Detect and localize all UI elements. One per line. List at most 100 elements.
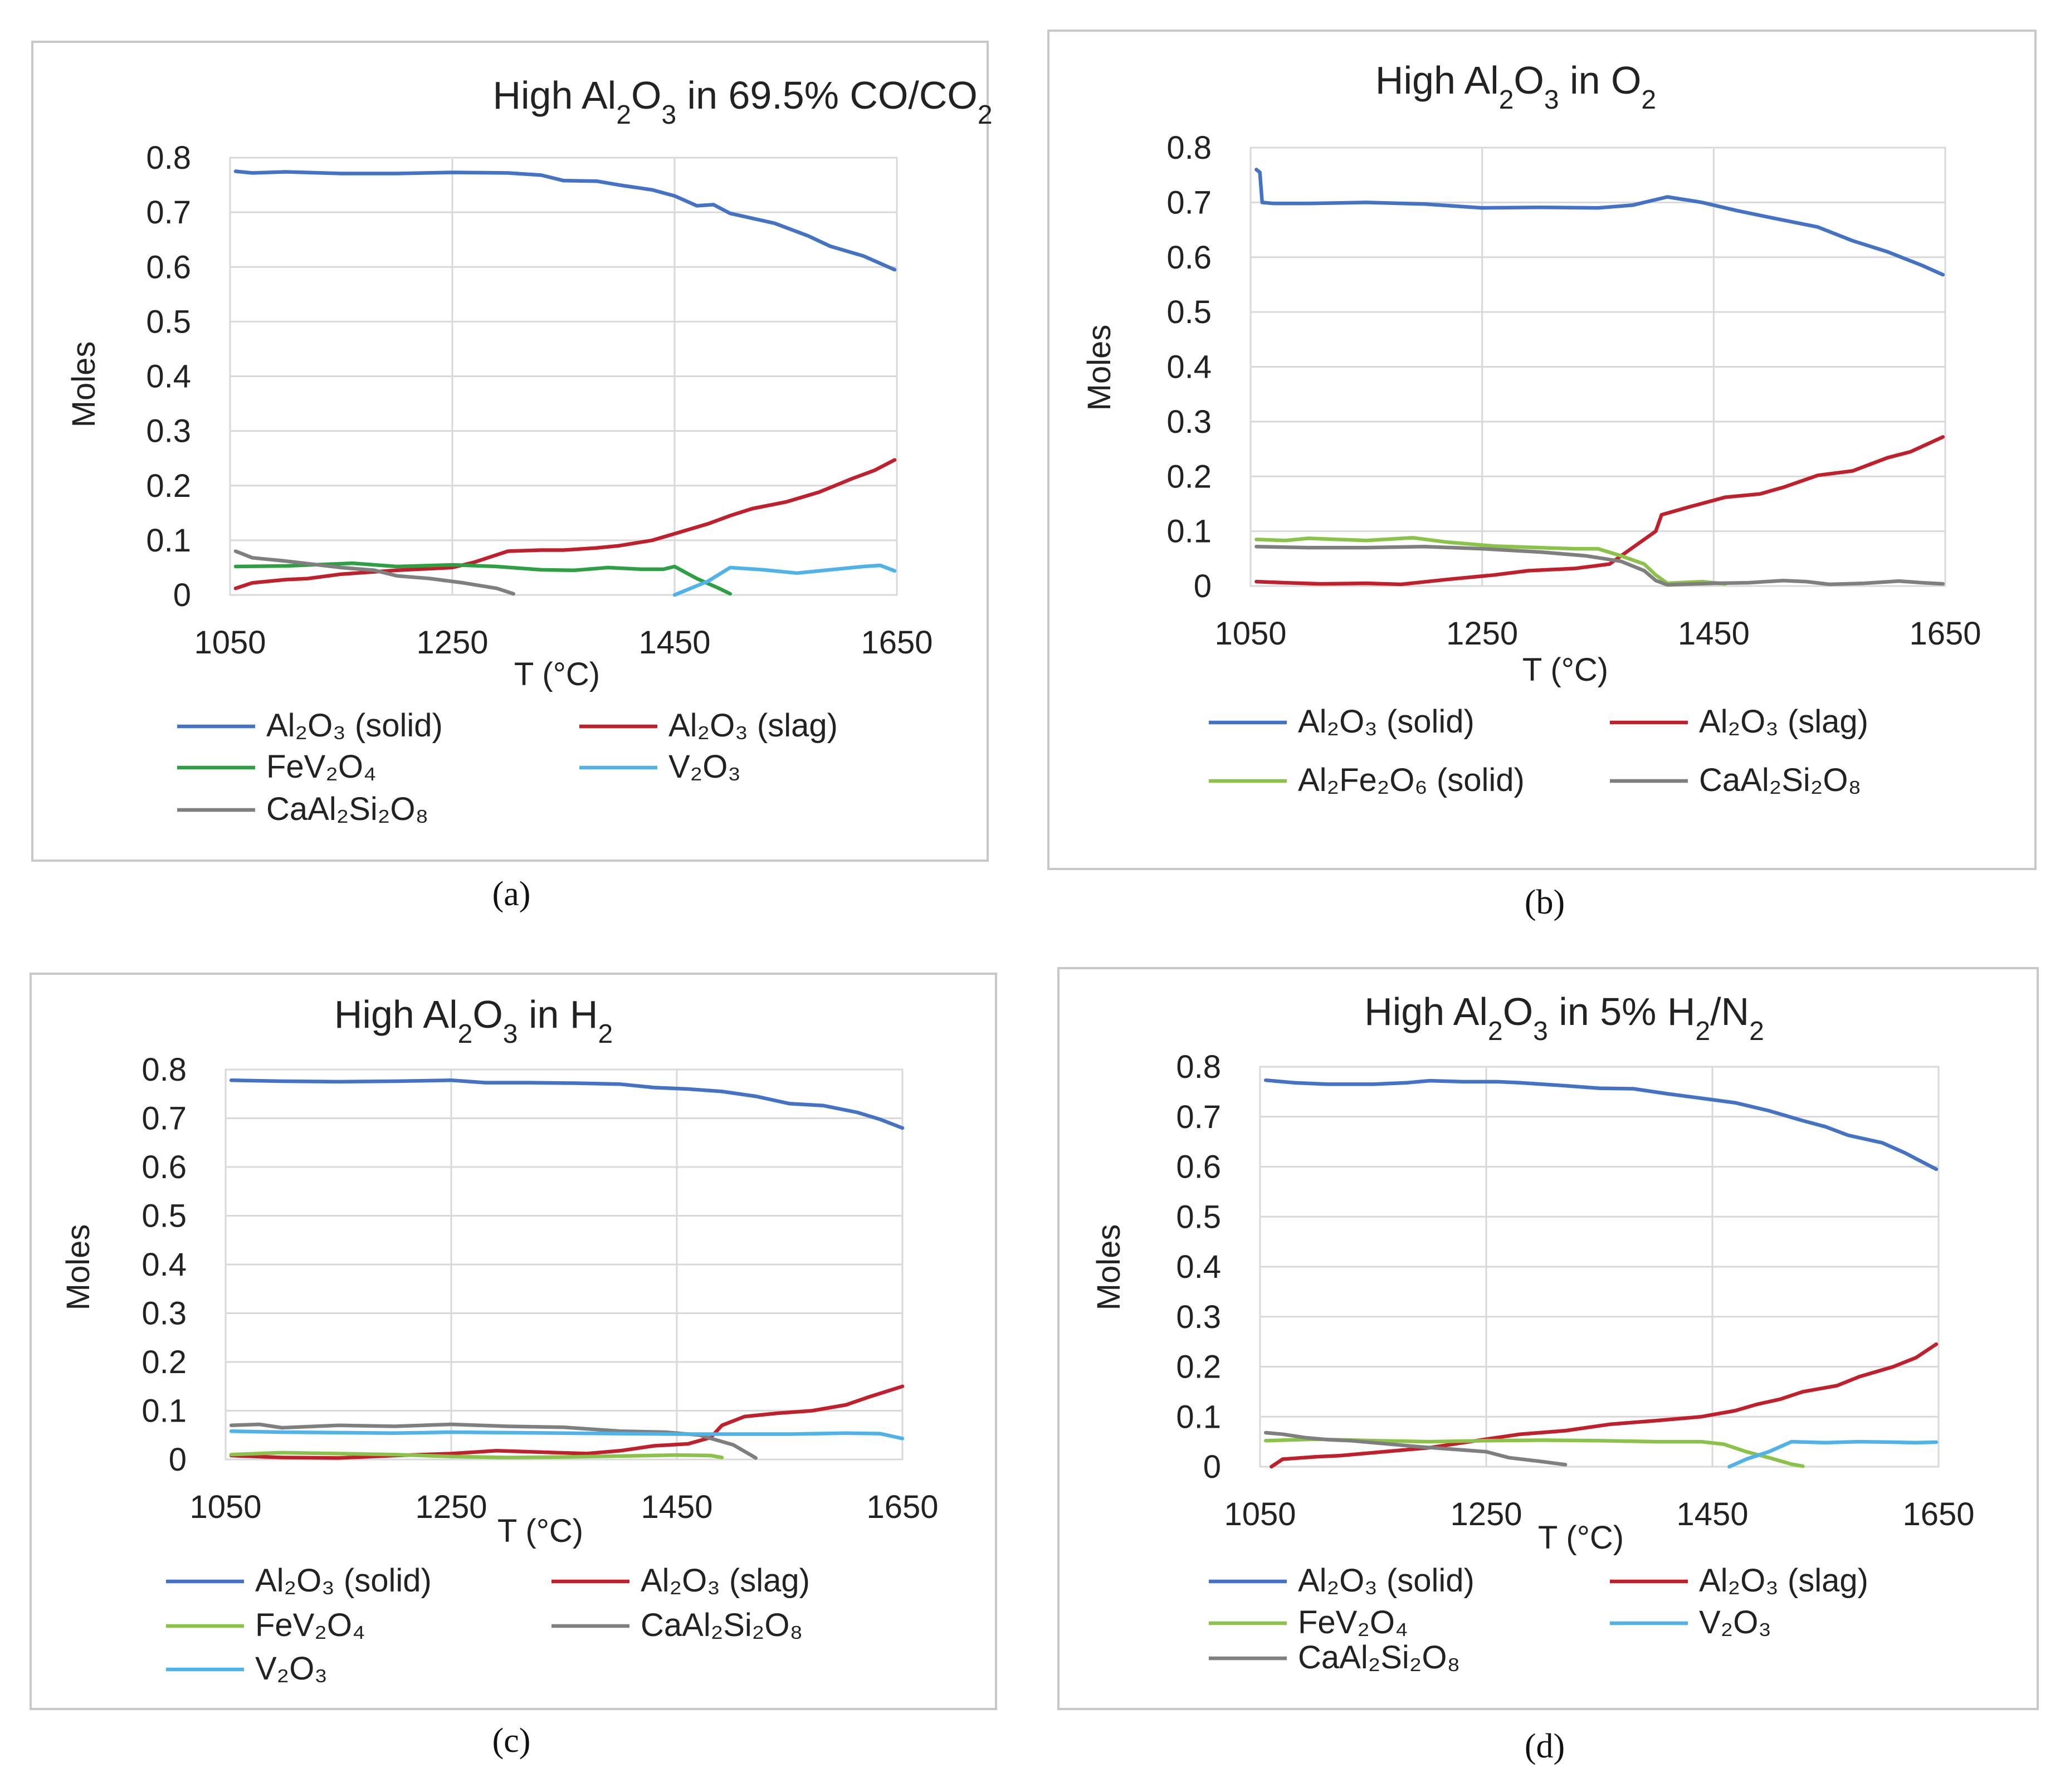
y-tick-label: 0.7: [1176, 1099, 1221, 1135]
y-tick-label: 0.6: [141, 1149, 187, 1185]
y-tick-label: 0.1: [1176, 1399, 1221, 1435]
series-line-3: [229, 1422, 758, 1460]
panel-caption-a: (a): [492, 875, 531, 913]
x-axis-label: T (°C): [1538, 1520, 1624, 1556]
chart-frame: [31, 41, 989, 862]
title-segment: O: [1503, 990, 1533, 1033]
title-segment: O: [631, 74, 661, 117]
series-line-3: [1727, 1439, 1939, 1469]
chart-panel-c: 0 0.1 0.2 0.3 0.4 0.5 0.6 0.7 0.8 1050 1250 1450 165…: [30, 973, 997, 1710]
y-tick-label: 0.8: [1176, 1049, 1221, 1085]
title-subscript: 2: [458, 1019, 473, 1049]
legend-label: Al₂O₃ (slag): [1699, 1562, 1868, 1599]
x-tick-label: 1450: [1678, 616, 1750, 652]
panel-caption-d: (d): [1525, 1727, 1565, 1765]
series-line-0: [229, 1078, 905, 1130]
y-tick-label: 0.1: [146, 523, 191, 559]
legend-label: Al₂O₃ (solid): [255, 1562, 432, 1599]
title-subscript: 3: [1533, 1017, 1548, 1046]
y-tick-label: 0.2: [141, 1344, 187, 1380]
x-tick-label: 1250: [1450, 1496, 1522, 1532]
x-axis-label: T (°C): [514, 656, 600, 692]
y-tick-label: 0.7: [141, 1101, 187, 1137]
legend-label: Al₂O₃ (solid): [1298, 1562, 1475, 1599]
y-tick-label: 0.3: [1166, 404, 1212, 440]
x-axis-label: T (°C): [1522, 652, 1608, 688]
y-tick-label: 0: [1203, 1449, 1221, 1485]
chart-title: High Al2O3 in 69.5% CO/CO2: [492, 74, 992, 130]
legend-label: Al₂O₃ (slag): [641, 1562, 810, 1599]
chart-frame: [1057, 967, 2039, 1710]
x-tick-label: 1050: [1214, 616, 1286, 652]
series-line-0: [1254, 168, 1945, 277]
y-tick-label: 0.5: [1176, 1199, 1221, 1235]
y-tick-label: 0.5: [1166, 294, 1212, 330]
x-tick-label: 1250: [1446, 616, 1518, 652]
title-subscript: 2: [616, 100, 631, 130]
y-tick-label: 0.4: [1166, 349, 1212, 385]
plot-area: [1249, 147, 1946, 587]
y-tick-label: 0: [169, 1442, 187, 1478]
y-tick-label: 0.3: [146, 413, 191, 450]
series-line-2: [233, 561, 733, 596]
legend-label: Al₂O₃ (solid): [1298, 704, 1475, 740]
title-subscript: 2: [598, 1019, 613, 1049]
title-subscript: 2: [978, 100, 993, 130]
y-tick-label: 0.1: [1166, 514, 1212, 550]
legend-label: V₂O₃: [255, 1651, 328, 1687]
x-tick-label: 1050: [1224, 1496, 1296, 1532]
x-tick-label: 1450: [1676, 1496, 1748, 1532]
chart-title: High Al2O3 in O2: [1375, 58, 1656, 115]
y-tick-label: 0.8: [141, 1052, 187, 1088]
title-subscript: 2: [1695, 1017, 1710, 1046]
series-line-1: [1270, 1342, 1939, 1469]
y-axis-label: Moles: [60, 1224, 96, 1311]
title-segment: High Al: [1364, 990, 1488, 1033]
chart-frame: [1047, 30, 2037, 870]
plot-area: [224, 1068, 904, 1461]
x-tick-label: 1650: [866, 1489, 938, 1525]
title-segment: High Al: [334, 993, 458, 1036]
x-axis-label: T (°C): [497, 1513, 583, 1549]
series-line-2: [1254, 536, 1727, 586]
series-line-3: [672, 563, 897, 597]
legend-label: Al₂Fe₂O₆ (solid): [1298, 762, 1525, 798]
chart-title: High Al2O3 in 5% H2/N2: [1364, 990, 1764, 1046]
legend-label: FeV₂O₄: [266, 749, 377, 785]
legend-label: Al₂O₃ (slag): [668, 707, 838, 744]
y-tick-label: 0.2: [1176, 1349, 1221, 1385]
legend-label: CaAl₂Si₂O₈: [1298, 1639, 1460, 1676]
x-tick-label: 1650: [1909, 616, 1981, 652]
y-tick-label: 0.8: [146, 140, 191, 176]
y-tick-label: 0.4: [146, 359, 191, 395]
x-tick-label: 1250: [416, 624, 488, 661]
title-subscript: 2: [1499, 85, 1514, 115]
y-tick-label: 0.7: [146, 194, 191, 231]
series-line-4: [1263, 1430, 1568, 1467]
series-line-4: [233, 549, 515, 596]
y-tick-label: 0.7: [1166, 184, 1212, 221]
legend-label: FeV₂O₄: [255, 1607, 365, 1643]
x-tick-label: 1050: [194, 624, 266, 661]
legend-label: V₂O₃: [1699, 1604, 1771, 1640]
y-tick-label: 0.4: [1176, 1249, 1221, 1285]
series-line-1: [1254, 435, 1945, 587]
y-tick-label: 0.5: [146, 304, 191, 340]
series-line-4: [229, 1429, 905, 1441]
y-tick-label: 0: [173, 577, 191, 613]
y-tick-label: 0.2: [1166, 458, 1212, 495]
x-tick-label: 1050: [189, 1489, 261, 1525]
y-tick-label: 0.6: [1176, 1149, 1221, 1185]
y-tick-label: 0: [1194, 568, 1212, 604]
title-segment: O: [1514, 58, 1544, 102]
title-subscript: 2: [1488, 1017, 1503, 1046]
plot-area: [1259, 1066, 1940, 1468]
y-tick-label: 0.6: [146, 249, 191, 285]
title-segment: O: [472, 993, 502, 1036]
title-subscript: 3: [661, 100, 676, 130]
legend-label: CaAl₂Si₂O₈: [641, 1607, 803, 1643]
series-line-2: [229, 1451, 724, 1459]
title-segment: in H: [518, 993, 598, 1036]
title-segment: in O: [1559, 58, 1642, 102]
